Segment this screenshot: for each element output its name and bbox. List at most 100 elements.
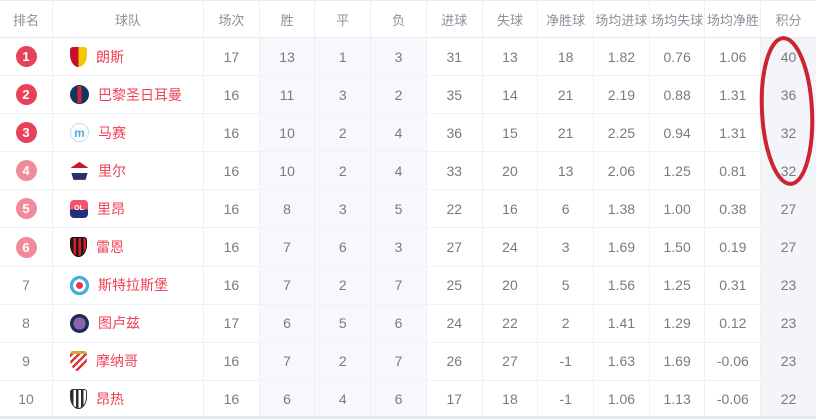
stat-cell-场次: 16 [203,342,259,380]
stat-cell-场均失球: 1.25 [648,152,705,190]
team-cell[interactable]: 图卢兹 [52,304,203,342]
stat-cell-胜: 6 [258,304,315,342]
team-cell[interactable]: 雷恩 [52,228,203,266]
stat-cell-失球: 20 [481,152,538,190]
stat-cell-平: 2 [314,152,371,190]
team-cell[interactable]: 巴黎圣日耳曼 [52,76,203,114]
stat-cell-负: 3 [370,228,426,266]
stat-cell-平: 4 [314,380,371,418]
stat-cell-场均净胜: 0.31 [704,266,760,304]
stat-cell-胜: 13 [258,38,315,76]
stat-cell-胜: 7 [258,266,315,304]
stat-cell-场均失球: 1.50 [648,228,705,266]
stat-cell-净胜球: 3 [537,228,593,266]
stat-cell-进球: 24 [425,304,482,342]
stat-cell-进球: 35 [425,76,482,114]
stat-cell-场均进球: 1.06 [593,380,649,418]
stat-cell-场均进球: 1.82 [593,38,649,76]
stat-cell-场均净胜: 1.06 [704,38,760,76]
team-name[interactable]: 斯特拉斯堡 [98,277,168,294]
stat-cell-积分: 36 [760,76,816,114]
team-name[interactable]: 里尔 [98,162,126,179]
column-header-4: 平 [314,1,370,37]
bottom-edge-strip [0,416,816,419]
stat-cell-胜: 11 [258,76,315,114]
stat-cell-失球: 15 [481,114,538,152]
stat-cell-场次: 16 [203,76,259,114]
stat-cell-平: 1 [314,38,371,76]
table-body: 1 朗斯 17 13 1 3 31 13 18 1.82 0.76 1.06 40 2 巴黎圣日耳曼 16 11… [0,38,816,419]
stat-cell-场均净胜: -0.06 [704,342,760,380]
team-cell[interactable]: 里尔 [52,152,203,190]
rank-number: 9 [22,353,30,370]
team-name[interactable]: 马赛 [98,124,126,141]
rank-cell: 10 [0,381,52,418]
stat-cell-场次: 16 [203,190,259,228]
stat-cell-失球: 16 [481,190,538,228]
team-name[interactable]: 里昂 [97,200,125,217]
stat-cell-场均进球: 2.19 [593,76,649,114]
stat-cell-净胜球: 2 [537,304,593,342]
stat-cell-积分: 27 [760,190,816,228]
column-header-2: 场次 [203,1,259,37]
team-cell[interactable]: 斯特拉斯堡 [52,266,203,304]
team-name[interactable]: 图卢兹 [98,315,140,332]
table-row: 5 OL 里昂 16 8 3 5 22 16 6 1.38 1.00 0.38 27 [0,190,816,229]
angers-crest-icon [70,389,87,410]
table-row: 7 斯特拉斯堡 16 7 2 7 25 20 5 1.56 1.25 0.31 23 [0,266,816,305]
rank-cell: 2 [0,76,52,113]
stat-cell-平: 2 [314,114,371,152]
stat-cell-场均失球: 1.13 [648,380,705,418]
table-row: 9 摩纳哥 16 7 2 7 26 27 -1 1.63 1.69 -0.06 23 [0,342,816,381]
team-name[interactable]: 朗斯 [96,48,124,65]
stat-cell-平: 6 [314,228,371,266]
stat-cell-积分: 32 [760,152,816,190]
stat-cell-积分: 32 [760,114,816,152]
rank-cell: 1 [0,38,52,75]
team-name[interactable]: 巴黎圣日耳曼 [98,86,182,103]
team-cell[interactable]: 摩纳哥 [52,342,203,380]
psg-crest-icon [70,85,89,105]
rank-badge: 2 [15,84,37,106]
logo-monogram: m [74,125,85,140]
team-name[interactable]: 摩纳哥 [96,353,138,370]
column-header-5: 负 [370,1,426,37]
team-cell[interactable]: m 马赛 [52,114,203,152]
stat-cell-净胜球: -1 [537,342,593,380]
stat-cell-进球: 26 [425,342,482,380]
stat-cell-进球: 33 [425,152,482,190]
stat-cell-场均进球: 1.63 [593,342,649,380]
stat-cell-进球: 17 [425,380,482,418]
stat-cell-进球: 36 [425,114,482,152]
stat-cell-场次: 17 [203,38,259,76]
stat-cell-胜: 8 [258,190,315,228]
rank-cell: 7 [0,267,52,304]
stat-cell-平: 2 [314,266,371,304]
stat-cell-场均进球: 2.06 [593,152,649,190]
stat-cell-净胜球: 6 [537,190,593,228]
team-cell[interactable]: OL 里昂 [52,190,203,228]
team-cell[interactable]: 昂热 [52,380,203,418]
strasbourg-crest-icon [70,275,89,295]
column-header-10: 场均失球 [648,1,705,37]
stat-cell-净胜球: 21 [537,76,593,114]
rank-badge: 4 [15,160,37,182]
stat-cell-平: 3 [314,76,371,114]
table-row: 6 雷恩 16 7 6 3 27 24 3 1.69 1.50 0.19 27 [0,228,816,267]
rank-badge: 6 [15,236,37,258]
stat-cell-积分: 23 [760,304,816,342]
stat-cell-负: 6 [370,380,426,418]
rank-cell: 3 [0,114,52,151]
stat-cell-场均失球: 1.29 [648,304,705,342]
team-name[interactable]: 雷恩 [96,239,124,256]
column-header-11: 场均净胜 [704,1,760,37]
column-header-8: 净胜球 [537,1,593,37]
rank-badge: 5 [15,198,37,220]
team-name[interactable]: 昂热 [96,391,124,408]
header-row: 排名 球队 场次胜平负进球 失球 净胜球 场均进球 场均失球 场均净胜 积分 [0,0,816,38]
stat-cell-负: 5 [370,190,426,228]
stat-cell-失球: 27 [481,342,538,380]
team-cell[interactable]: 朗斯 [52,38,203,76]
